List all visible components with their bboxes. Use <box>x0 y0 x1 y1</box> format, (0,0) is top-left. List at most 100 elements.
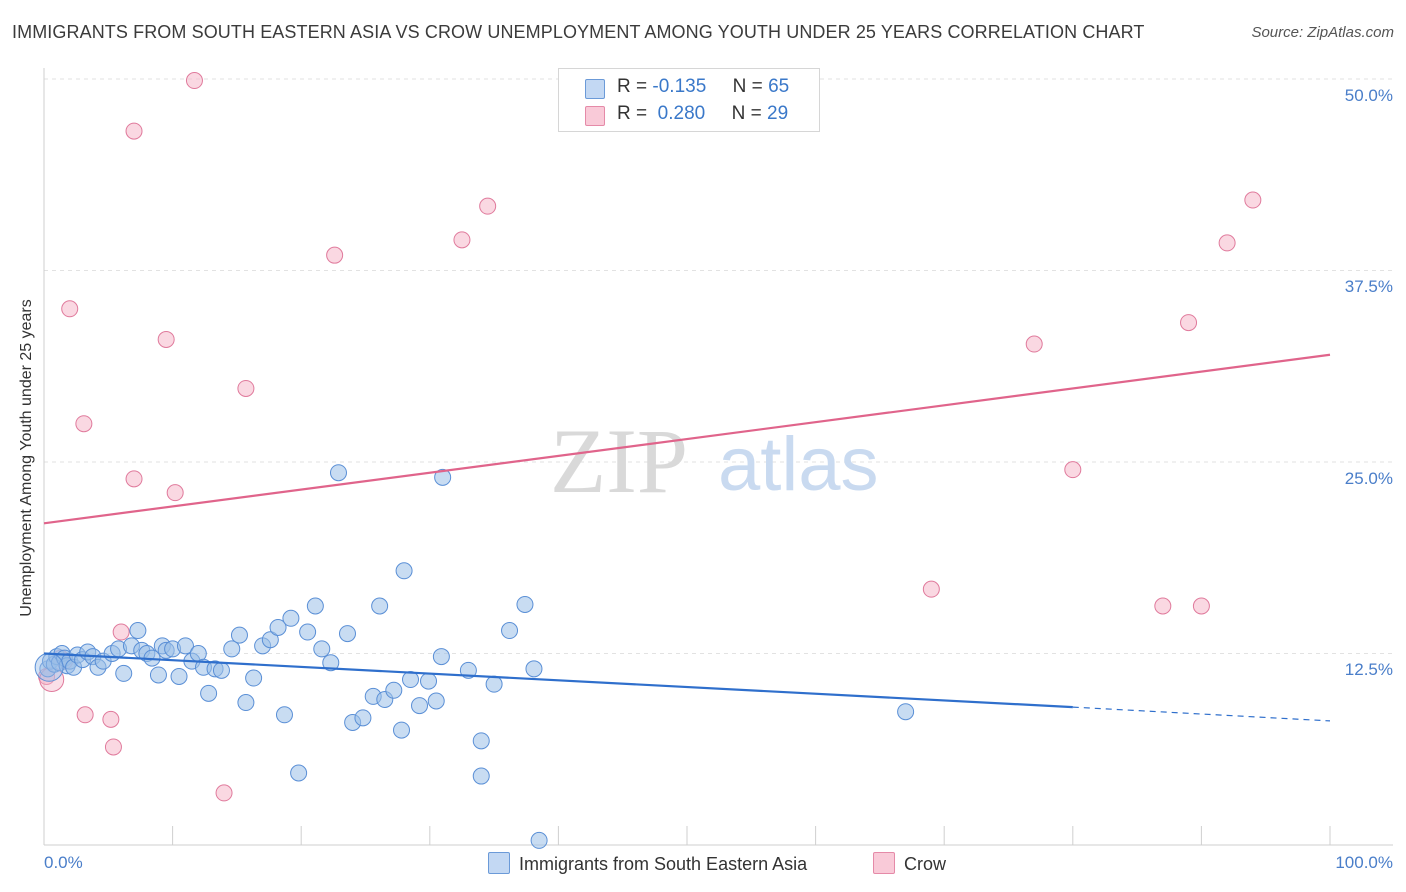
sea-point-73 <box>395 562 413 580</box>
legend-item-sea: Immigrants from South Eastern Asia <box>488 852 807 875</box>
sea-point-38 <box>237 694 255 712</box>
trend-lines <box>43 353 1331 722</box>
sea-point-70 <box>525 660 543 678</box>
crow-point-20 <box>1025 335 1043 353</box>
crow-point-13 <box>185 72 203 90</box>
y-tick-label-50: 50.0% <box>1344 86 1393 105</box>
crow-point-15 <box>237 379 255 397</box>
legend-label-crow: Crow <box>904 854 947 874</box>
sea-point-50 <box>329 464 347 482</box>
sea-point-36 <box>223 640 241 658</box>
sea-point-45 <box>290 764 308 782</box>
sea-point-63 <box>432 648 450 666</box>
sea-point-58 <box>393 721 411 739</box>
legend-swatch-crow <box>873 852 895 874</box>
x-tick-marks <box>43 826 1331 845</box>
x-tick-label-100: 100.0% <box>1335 853 1393 872</box>
sea-trend-extension <box>1072 706 1331 722</box>
sea-point-20 <box>129 622 147 640</box>
crow-point-18 <box>479 197 497 215</box>
crow-point-14 <box>215 784 233 802</box>
crow-point-21 <box>1064 461 1082 479</box>
crow-point-12 <box>166 484 184 502</box>
crow-point-24 <box>1192 597 1210 615</box>
crow-point-11 <box>157 330 175 348</box>
sea-point-29 <box>176 637 194 655</box>
crow-point-4 <box>75 415 93 433</box>
sea-point-67 <box>485 675 503 693</box>
chart-title: IMMIGRANTS FROM SOUTH EASTERN ASIA VS CR… <box>12 22 1145 42</box>
sea-point-44 <box>282 609 300 627</box>
y-tick-label-12-5: 12.5% <box>1344 660 1393 679</box>
legend-item-crow: Crow <box>873 852 946 875</box>
y-axis-label: Unemployment Among Youth under 25 years <box>18 299 35 617</box>
crow-point-9 <box>125 470 143 488</box>
crow-point-7 <box>104 738 122 756</box>
crow-point-26 <box>1244 191 1262 209</box>
crow-point-8 <box>112 623 130 641</box>
sea-point-48 <box>313 640 331 658</box>
sea-point-37 <box>230 626 248 644</box>
sea-point-33 <box>200 684 218 702</box>
sea-point-24 <box>149 666 167 684</box>
crow-point-19 <box>922 580 940 598</box>
n-label: N = <box>731 103 762 124</box>
sea-point-35 <box>212 661 230 679</box>
sea-point-57 <box>385 681 403 699</box>
crow-point-6 <box>102 710 120 728</box>
sea-point-61 <box>420 672 438 690</box>
watermark: ZIP atlas <box>550 410 879 512</box>
crow-point-16 <box>326 246 344 264</box>
crow-point-5 <box>76 706 94 724</box>
legend-swatch-sea <box>488 852 510 874</box>
sea-point-49 <box>322 654 340 672</box>
sea-point-28 <box>170 667 188 685</box>
correlation-legend: R = -0.135 N = 65 R = 0.280 N = 29 <box>558 68 820 132</box>
sea-point-60 <box>411 697 429 715</box>
legend-stats-sea: R = -0.135 N = 65 <box>617 76 789 98</box>
sea-point-42 <box>269 618 287 636</box>
sea-point-51 <box>338 625 356 643</box>
r-value: 0.280 <box>657 103 706 124</box>
crow-point-22 <box>1154 597 1172 615</box>
sea-points <box>34 464 915 849</box>
r-label: R = <box>617 103 648 124</box>
crow-point-17 <box>453 231 471 249</box>
sea-trend-line <box>43 652 1073 709</box>
sea-point-74 <box>897 703 915 721</box>
y-tick-label-25: 25.0% <box>1344 469 1393 488</box>
sea-point-64 <box>434 468 452 486</box>
r-label: R = <box>617 76 648 97</box>
sea-point-62 <box>427 692 445 710</box>
source-credit: Source: ZipAtlas.com <box>1251 24 1394 41</box>
sea-point-cluster <box>34 652 64 682</box>
legend-swatch-crow <box>585 106 605 126</box>
sea-point-46 <box>299 623 317 641</box>
sea-point-41 <box>261 631 279 649</box>
sea-point-66 <box>472 732 490 750</box>
n-label: N = <box>732 76 763 97</box>
n-value: 29 <box>767 103 789 124</box>
y-tick-label-37-5: 37.5% <box>1344 277 1393 296</box>
crow-point-23 <box>1180 314 1198 332</box>
sea-point-68 <box>501 622 519 640</box>
legend-label-sea: Immigrants from South Eastern Asia <box>519 854 808 874</box>
legend-stats-crow: R = 0.280 N = 29 <box>617 103 788 125</box>
crow-point-25 <box>1218 234 1236 252</box>
sea-point-47 <box>306 597 324 615</box>
crow-point-10 <box>125 122 143 140</box>
watermark-zip: ZIP <box>550 410 688 512</box>
legend-swatch-sea <box>585 79 605 99</box>
grid-lines <box>44 78 1393 654</box>
axes <box>43 68 1393 846</box>
n-value: 65 <box>768 76 790 97</box>
sea-point-43 <box>275 706 293 724</box>
watermark-atlas: atlas <box>718 422 879 507</box>
sea-point-18 <box>115 664 133 682</box>
sea-point-71 <box>530 831 548 849</box>
r-value: -0.135 <box>652 76 707 97</box>
sea-point-55 <box>371 597 389 615</box>
sea-point-53 <box>354 709 372 727</box>
crow-point-3 <box>61 300 79 318</box>
